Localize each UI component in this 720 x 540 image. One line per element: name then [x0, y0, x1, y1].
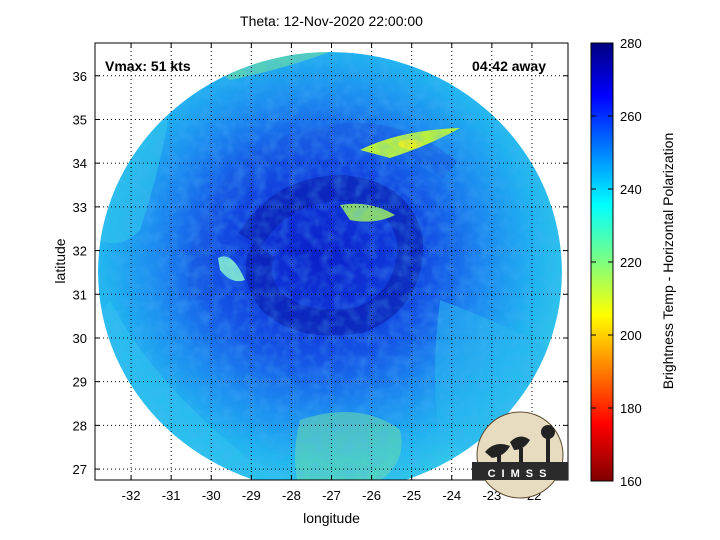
x-axis-label: longitude [303, 510, 360, 526]
colorbar-tick-label: 260 [620, 109, 642, 124]
colorbar-tick-label: 280 [620, 36, 642, 51]
colorbar-ticks: 280 260 240 220 200 180 160 [591, 36, 642, 489]
logo-dish-right-icon [510, 436, 530, 450]
swath-layer [98, 52, 562, 480]
x-tick-label: -30 [202, 488, 221, 503]
y-tick-label: 34 [73, 156, 87, 171]
logo-base [472, 462, 568, 480]
y-tick-label: 32 [73, 244, 87, 259]
axes-frame [94, 42, 569, 481]
x-tick-label: -24 [442, 488, 461, 503]
y-tick-label: 35 [73, 112, 87, 127]
y-axis-label: latitude [52, 238, 68, 284]
colorbar-tick-label: 180 [620, 401, 642, 416]
x-tick-label: -25 [402, 488, 421, 503]
logo-dish-left-icon [485, 444, 510, 458]
colorbar-tick-label: 220 [620, 255, 642, 270]
y-tick-label: 28 [73, 418, 87, 433]
x-tick-label: -32 [122, 488, 141, 503]
colorbar-tick-label: 240 [620, 182, 642, 197]
y-tick-label: 31 [73, 287, 87, 302]
map-title: Theta: 12-Nov-2020 22:00:00 [240, 13, 423, 29]
swath-texture [98, 52, 562, 480]
x-tick-label: -27 [322, 488, 341, 503]
y-tick-label: 36 [73, 69, 87, 84]
logo-tower-icon [541, 425, 555, 439]
y-tick-label: 27 [73, 462, 87, 477]
colorbar-tick-label: 200 [620, 328, 642, 343]
grid-lines [95, 43, 568, 480]
colorbar-tick-label: 160 [620, 474, 642, 489]
x-tick-label: -26 [362, 488, 381, 503]
x-tick-label: -23 [482, 488, 501, 503]
logo-text: CIMSS [488, 468, 553, 480]
x-tick-label: -29 [242, 488, 261, 503]
y-tick-label: 29 [73, 375, 87, 390]
y-tick-label: 30 [73, 331, 87, 346]
y-tick-label: 33 [73, 200, 87, 215]
time-away-annotation: 04:42 away [472, 58, 546, 74]
x-tick-label: -28 [282, 488, 301, 503]
vmax-annotation: Vmax: 51 kts [105, 58, 191, 74]
colorbar-label: Brightness Temp - Horizontal Polarizatio… [660, 132, 676, 390]
cimss-logo: CIMSS [472, 411, 568, 499]
x-tick-label: -31 [162, 488, 181, 503]
y-axis-ticks: 36 35 34 33 32 31 30 29 28 27 [73, 69, 568, 477]
